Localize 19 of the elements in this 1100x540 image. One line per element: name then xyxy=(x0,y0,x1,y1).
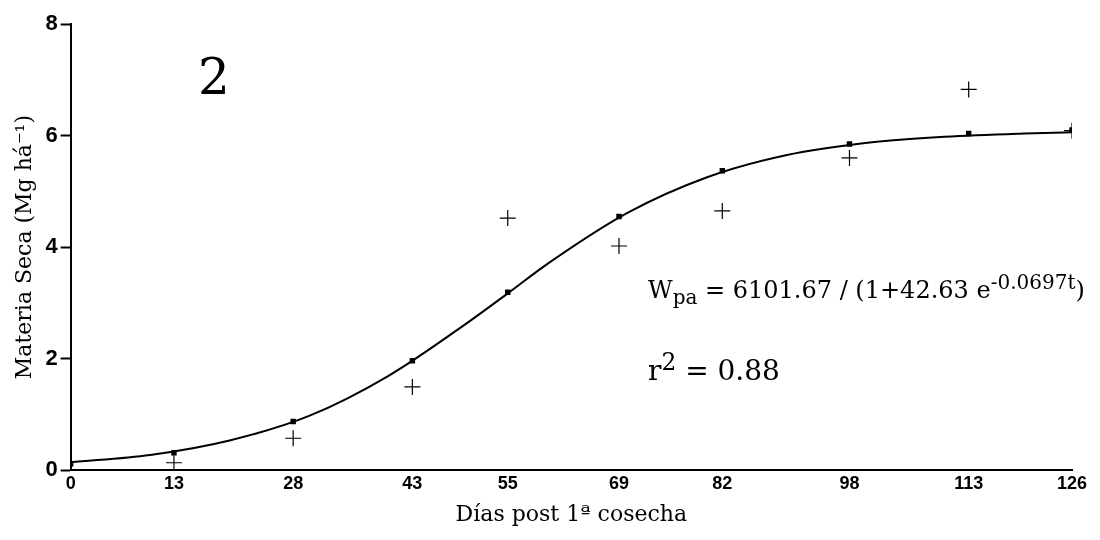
x-tick-label: 98 xyxy=(839,472,860,493)
y-tick-label: 6 xyxy=(45,121,58,147)
y-axis-title: Materia Seca (Mg há⁻¹) xyxy=(10,115,36,380)
y-tick-label: 2 xyxy=(45,344,58,370)
x-tick-label: 126 xyxy=(1056,472,1088,493)
x-tick-label: 43 xyxy=(402,472,423,493)
x-tick-label: 13 xyxy=(163,472,184,493)
x-tick-label: 82 xyxy=(712,472,733,493)
y-tick-label: 8 xyxy=(45,10,58,36)
x-tick-label: 113 xyxy=(954,472,984,493)
x-tick-label: 0 xyxy=(65,472,76,493)
x-axis-title: Días post 1ª cosecha xyxy=(455,500,688,526)
x-tick-label: 28 xyxy=(283,472,304,493)
annotation: 2 xyxy=(198,48,230,106)
x-tick-label: 55 xyxy=(497,472,518,493)
annotation: W$_{pa}$ = 6101.67 / (1+42.63 e$^{-0.0697t}$) xyxy=(648,270,1085,309)
annotation: r$^{2}$ = 0.88 xyxy=(648,348,780,388)
y-tick-label: 4 xyxy=(45,233,59,259)
x-tick-label: 69 xyxy=(608,472,630,493)
